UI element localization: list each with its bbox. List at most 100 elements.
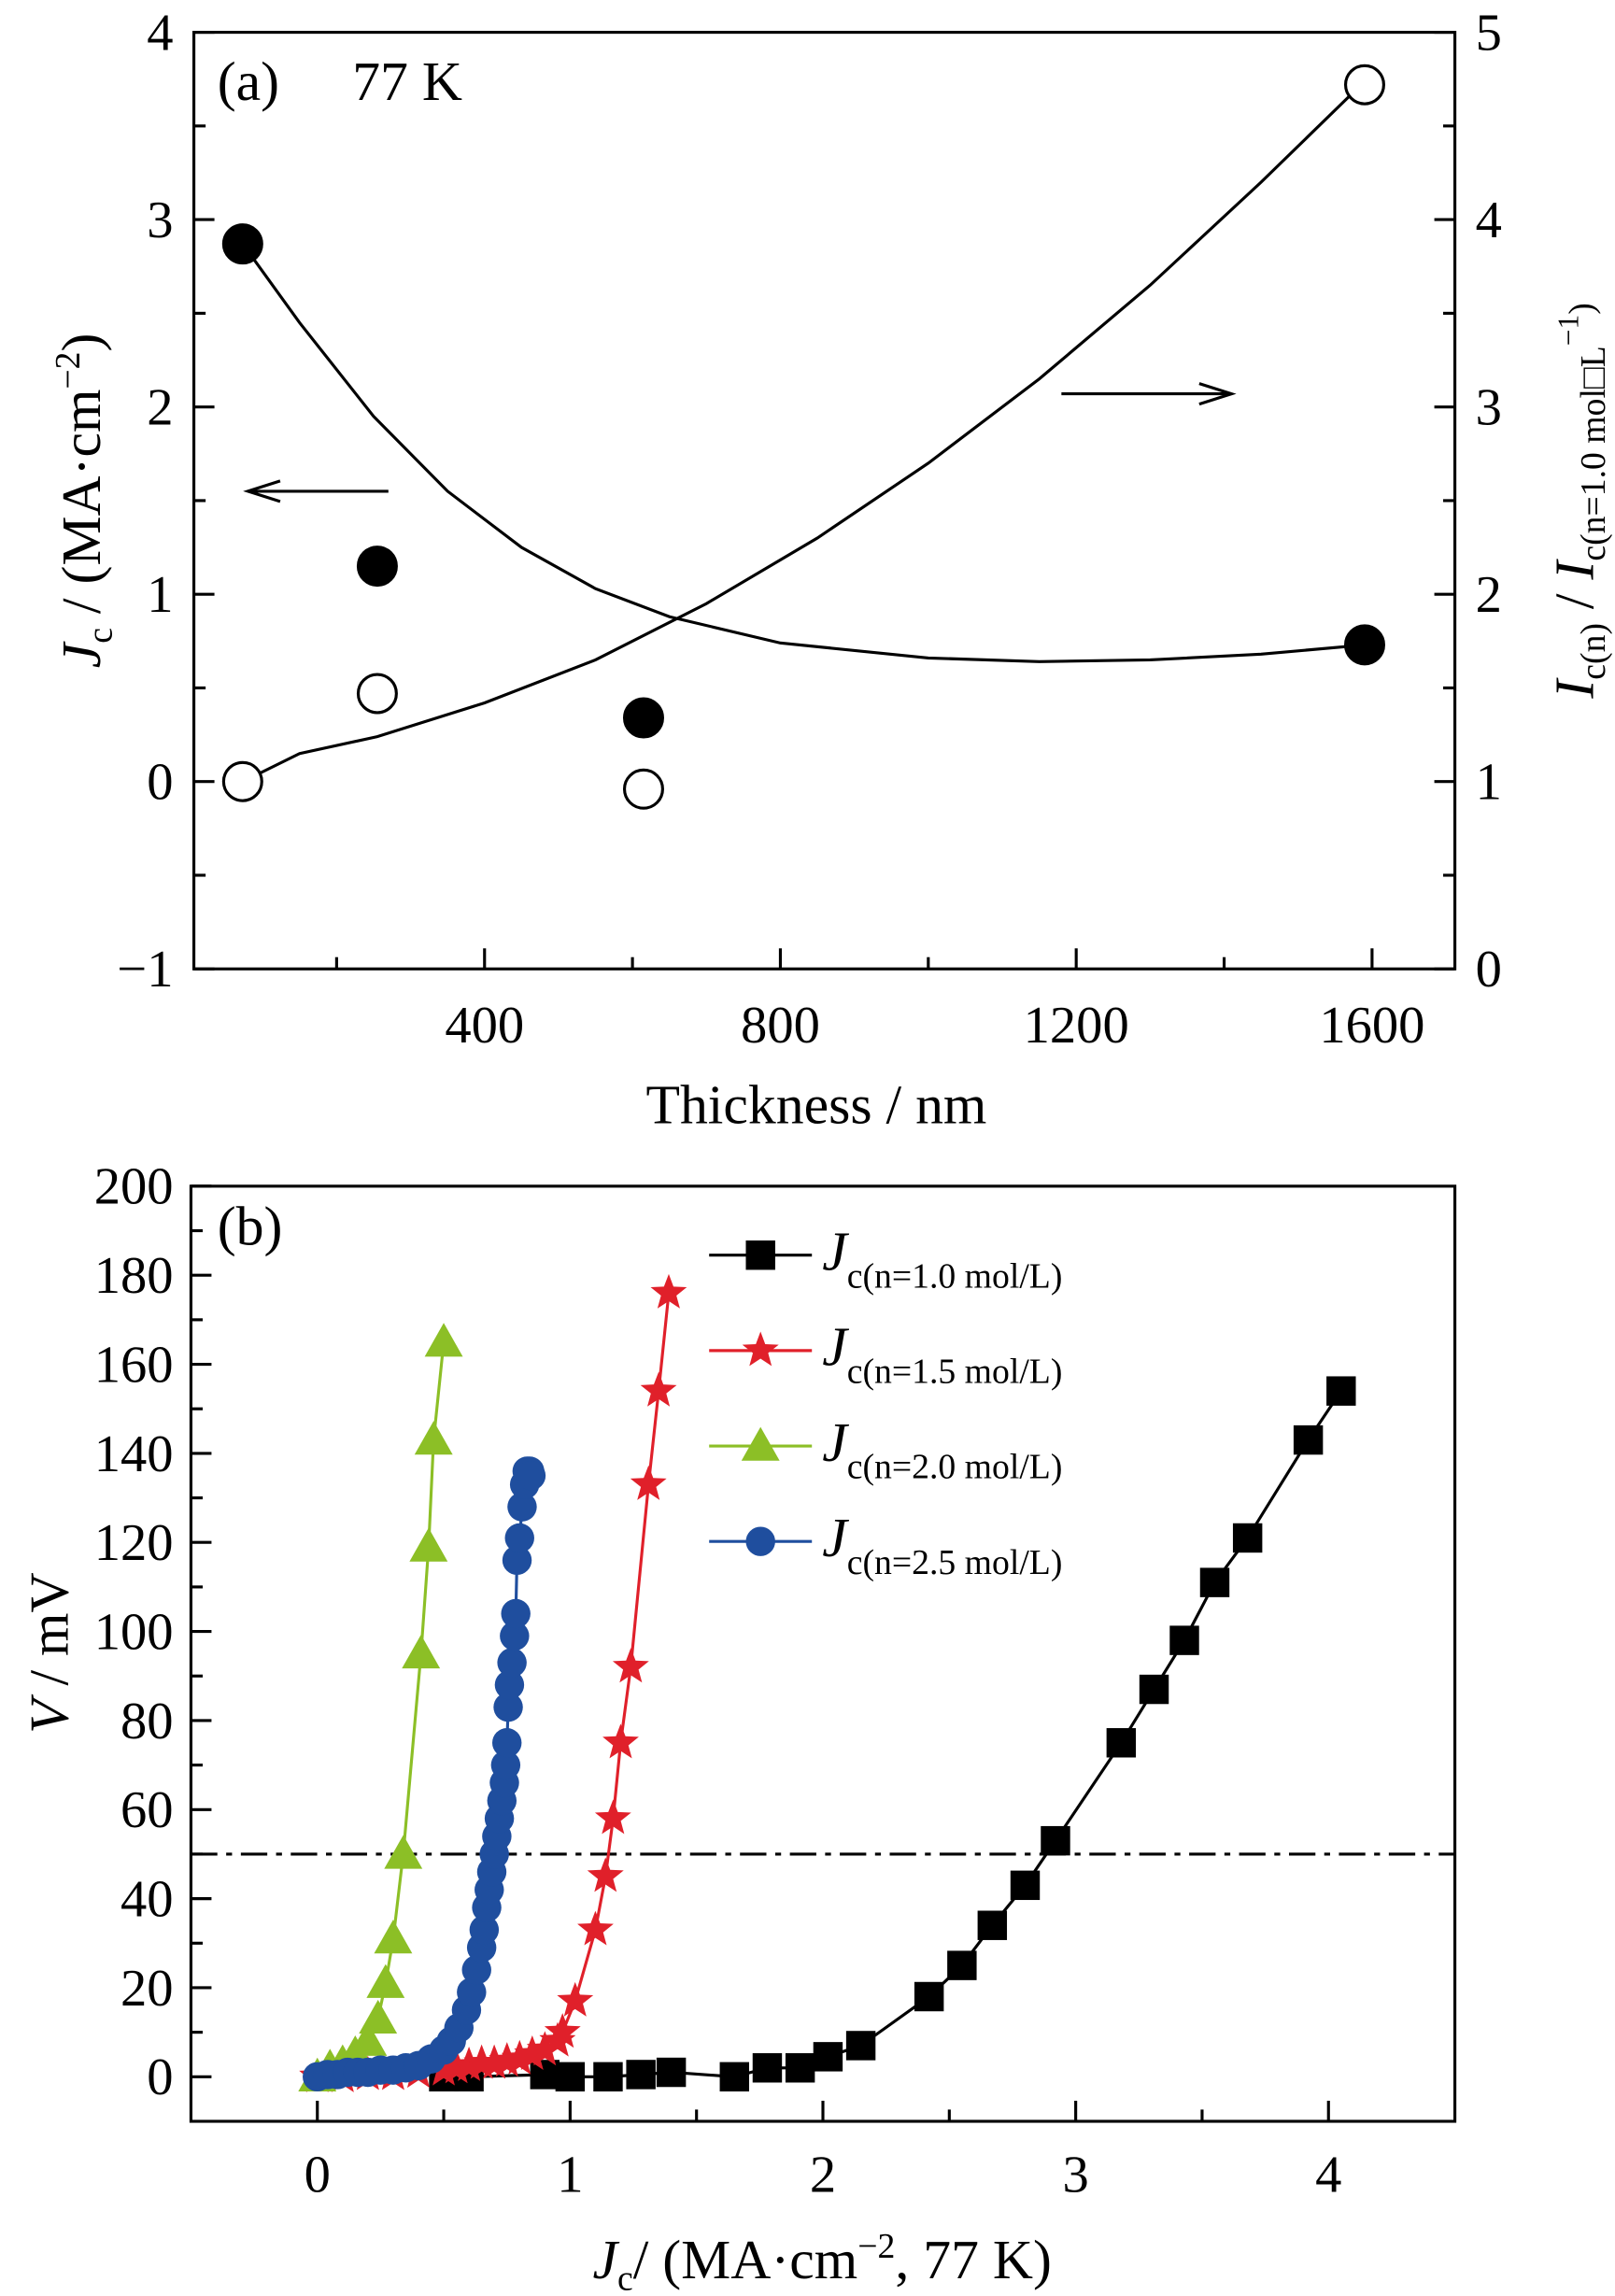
y2-tick-label: 0 [1476,941,1502,999]
ylabel-sub: c [81,628,120,644]
data-point [504,1523,534,1553]
series-line [444,1390,1343,2078]
y-tick-label: 4 [147,4,173,62]
data-point [813,2042,843,2072]
legend-item: Jc(n=2.5 mol/L) [709,1507,1062,1582]
data-point [501,1598,531,1629]
legend-item: Jc(n=1.5 mol/L) [709,1316,1062,1391]
legend-item: Jc(n=1.0 mol/L) [709,1220,1062,1296]
y2-tick-label: 2 [1476,566,1502,624]
data-point [491,1728,522,1758]
data-point [494,1670,525,1700]
data-point [425,2050,462,2086]
panel-b-y-axis-label: V / mV [18,1572,79,1734]
y-tick-label: 120 [94,1514,174,1572]
legend-marker-star-icon [742,1331,779,1367]
data-point [461,1955,491,1985]
data-point [640,1371,677,1407]
series-triangle [298,1323,463,2092]
y-tick-label: 20 [120,1960,174,2018]
x-tick-label: 1600 [1319,997,1424,1055]
data-point [500,1621,530,1651]
legend: Jc(n=1.0 mol/L) Jc(n=1.5 mol/L) Jc(n=2.0 m… [709,1220,1062,1582]
panel-b-label: (b) [218,1196,283,1257]
y-tick-label: 200 [94,1158,174,1216]
data-point [1232,1523,1263,1553]
data-point [493,1692,523,1722]
y-tick-label: 3 [147,191,173,249]
data-point [1041,1825,1070,1856]
data-point [489,2042,526,2077]
data-point [438,2048,475,2084]
x-tick-label: 3 [1062,2146,1088,2204]
data-point [845,2031,876,2061]
data-point [650,1273,687,1309]
jc-point [622,697,664,739]
data-point [752,2053,783,2083]
ylabel-sup: −2 [49,351,88,389]
ylabel-rest: / (MA·cm [50,390,112,628]
panel-a-points [221,64,1385,810]
panel-b-x-axis-label: Jc/ (MA·cm−2, 77 K) [593,2227,1052,2296]
x-tick-label: 1200 [1024,997,1129,1055]
x-tick-label: 0 [305,2146,331,2204]
panel-a-ticks: 400 800 1200 1600 −1 0 1 2 3 4 0 1 2 3 4 5 [117,4,1501,1054]
data-point [1199,1567,1230,1597]
data-point [475,2044,513,2079]
y-tick-label: 80 [120,1693,174,1750]
data-point [630,1465,667,1500]
panel-a-y2-axis-label: Ic(n) / Ic(n=1.0 mol□L−1) [1543,303,1613,699]
jc-point [1343,624,1385,666]
x-tick-label: 1 [557,2146,583,2204]
data-point [348,2021,388,2056]
ratio-point [221,760,263,802]
data-point [626,2060,656,2090]
panel-a-x-axis-label: Thickness / nm [645,1073,986,1135]
panel-a-y-axis-label: Jc / (MA·cm−2) [49,333,120,669]
y-tick-label: 160 [94,1336,174,1394]
ratio-point [1343,64,1385,106]
data-point [555,2062,586,2092]
legend-label: Jc(n=1.0 mol/L) [822,1220,1062,1296]
data-point [526,2031,563,2066]
panel-a: 400 800 1200 1600 −1 0 1 2 3 4 0 1 2 3 4 5 (a) 77 K Thi… [49,4,1613,1135]
data-point [450,2046,488,2081]
data-point [656,2057,687,2088]
data-point [594,1799,631,1835]
data-point [457,1977,487,2007]
legend-item: Jc(n=2.0 mol/L) [709,1411,1062,1487]
y-tick-label: 2 [147,379,173,437]
data-point [490,1750,521,1780]
legend-marker-triangle-icon [741,1426,780,1461]
data-point [587,1857,624,1892]
data-point [374,1920,413,1954]
data-point [1106,1728,1137,1758]
data-point [530,2060,560,2090]
data-point [501,2039,538,2075]
data-point [1326,1376,1356,1406]
data-point [469,1915,500,1945]
data-point [593,2062,623,2092]
data-point [557,1981,594,2017]
data-point [785,2053,815,2083]
y-tick-label: 0 [147,754,173,812]
data-point [414,1421,453,1455]
data-point [1010,1870,1041,1901]
data-point [1169,1625,1199,1655]
fit-curve-jc [241,243,1366,663]
data-point [384,1835,423,1869]
legend-label: Jc(n=2.5 mol/L) [822,1507,1062,1582]
jc-point [356,546,398,588]
data-point [507,1492,537,1522]
data-point [514,2035,551,2070]
x-tick-label: 2 [810,2146,836,2204]
y-tick-label: 0 [147,2048,173,2106]
data-point [366,1963,405,1998]
data-point [409,1527,448,1562]
arrowhead-icon [1198,382,1237,406]
temperature-annotation: 77 K [352,50,462,112]
x-tick-label: 400 [445,997,524,1055]
